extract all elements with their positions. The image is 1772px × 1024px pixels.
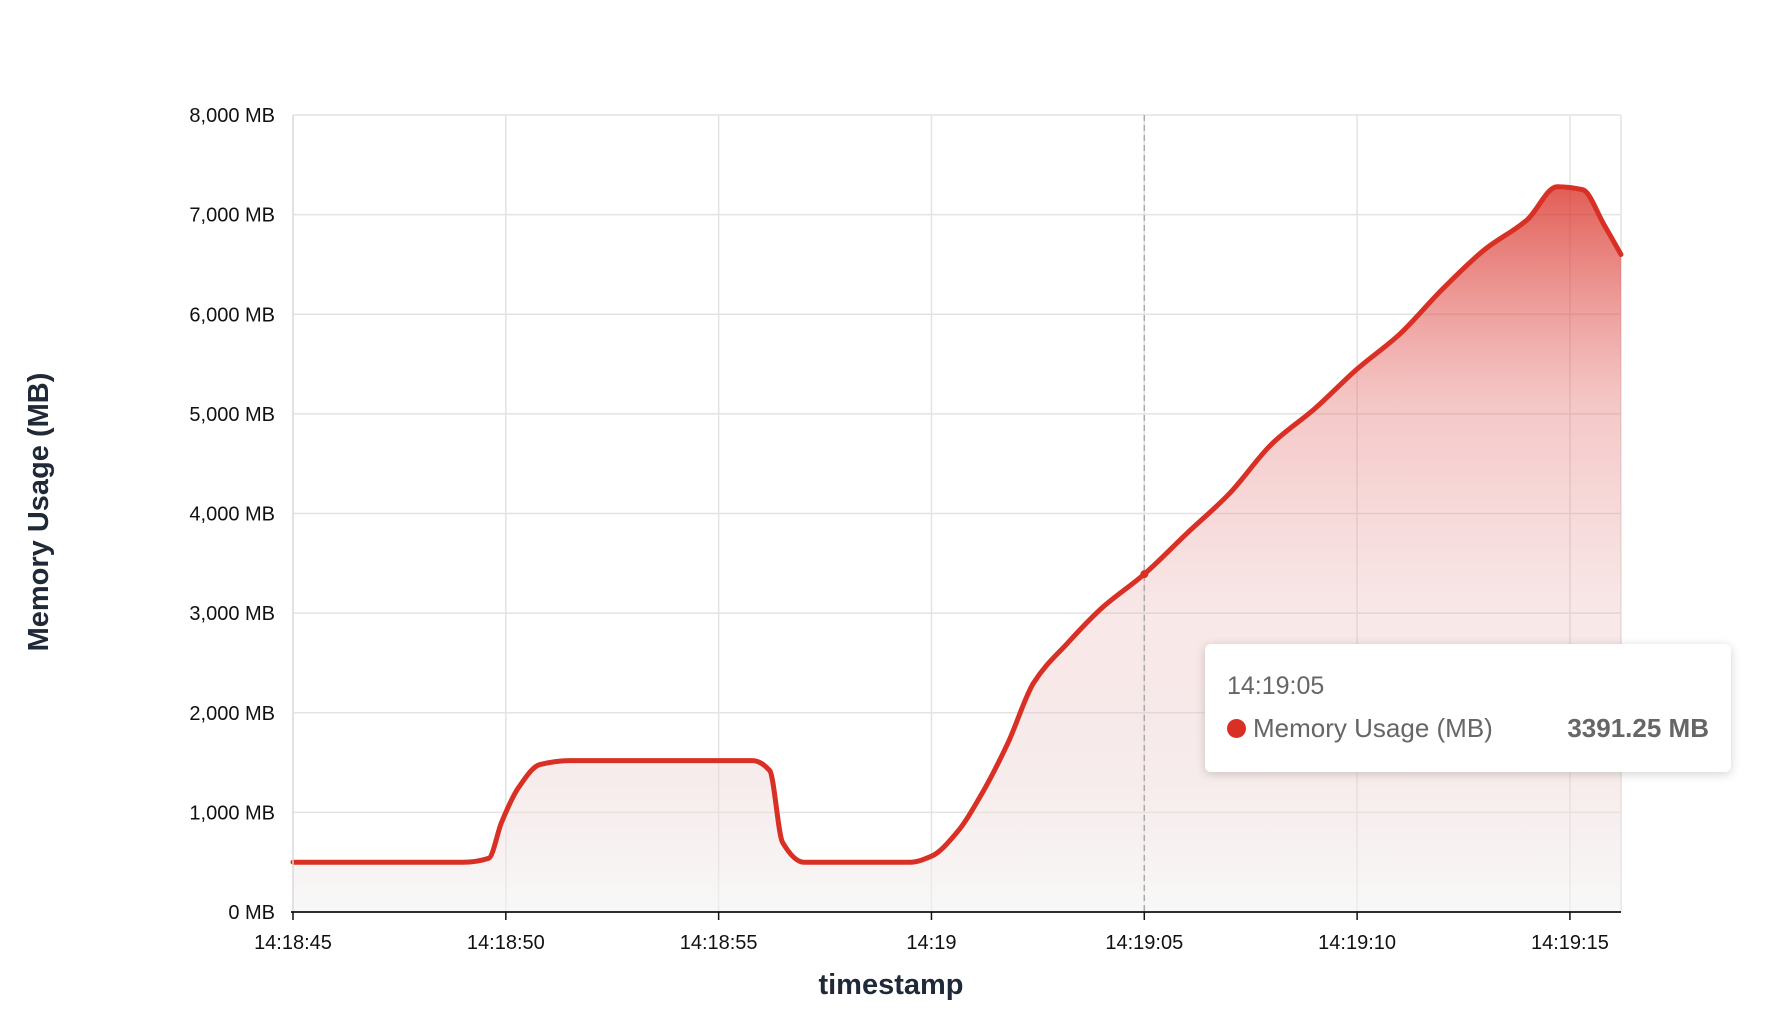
y-tick-label: 4,000 MB [189, 504, 275, 526]
axes [291, 115, 1621, 920]
y-tick-label: 6,000 MB [189, 304, 275, 326]
x-tick-label: 14:19:05 [1105, 932, 1183, 954]
tick-labels: 0 MB 1,000 MB 2,000 MB 3,000 MB 4,000 MB 5,00… [189, 105, 1608, 954]
tooltip-value: 3391.25 MB [1567, 713, 1709, 743]
x-tick-label: 14:19 [906, 932, 956, 954]
y-tick-label: 5,000 MB [189, 404, 275, 426]
y-axis-title: Memory Usage (MB) [23, 373, 55, 652]
hover-point [1140, 570, 1149, 579]
hover-tooltip: 14:19:05 Memory Usage (MB) 3391.25 MB [1205, 644, 1731, 772]
x-tick-label: 14:19:10 [1318, 932, 1396, 954]
x-tick-label: 14:18:50 [467, 932, 545, 954]
x-tick-label: 14:18:45 [254, 932, 332, 954]
x-tick-label: 14:18:55 [680, 932, 758, 954]
memory-usage-area-fill [293, 186, 1621, 913]
x-axis-title: timestamp [818, 969, 963, 1001]
series-color-dot [1227, 719, 1246, 738]
tooltip-row: Memory Usage (MB) 3391.25 MB [1227, 713, 1709, 744]
y-tick-label: 0 MB [228, 902, 275, 924]
y-tick-label: 3,000 MB [189, 603, 275, 625]
x-tick-label: 14:19:15 [1531, 932, 1609, 954]
y-tick-label: 1,000 MB [189, 802, 275, 824]
memory-usage-line [290, 184, 1624, 865]
tooltip-series-name: Memory Usage (MB) [1253, 713, 1493, 743]
y-tick-label: 7,000 MB [189, 205, 275, 227]
tooltip-timestamp: 14:19:05 [1227, 672, 1325, 700]
y-tick-label: 2,000 MB [189, 703, 275, 725]
y-tick-label: 8,000 MB [189, 105, 275, 127]
